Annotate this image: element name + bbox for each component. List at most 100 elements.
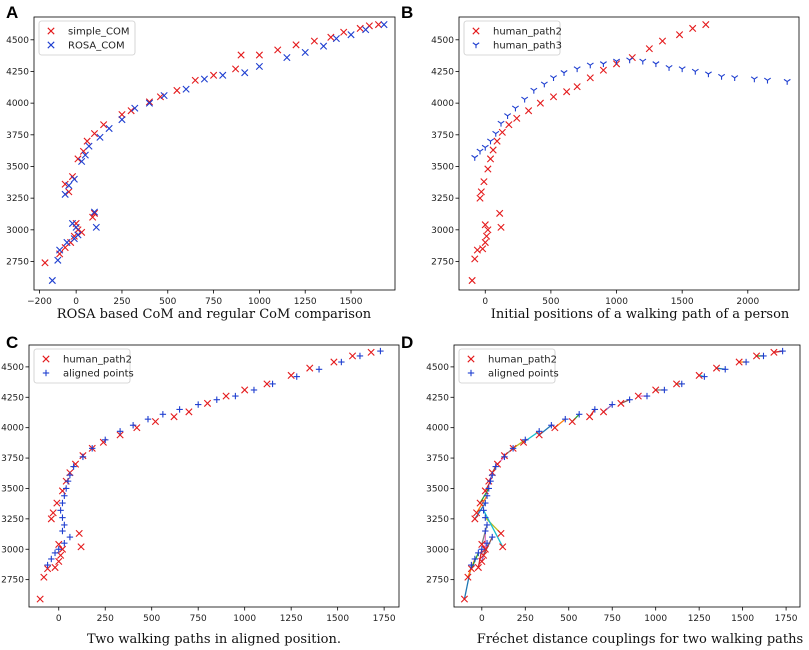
y-tick-label: 2750 xyxy=(431,257,454,267)
data-point-aligned-points xyxy=(315,366,323,373)
data-point-human-path2 xyxy=(481,221,489,229)
data-point-human-path2 xyxy=(658,37,667,45)
y-tick-label: 3500 xyxy=(431,162,454,172)
data-point-human-path2 xyxy=(263,380,271,388)
plot-area xyxy=(453,344,801,608)
data-point-aligned-points xyxy=(61,539,68,547)
legend-marker xyxy=(467,369,475,377)
data-point-rosa-com xyxy=(219,71,227,79)
data-point-simple-com xyxy=(231,65,240,73)
data-point-human-path3 xyxy=(471,154,479,161)
data-point-aligned-points xyxy=(61,521,68,529)
data-point-aligned-points xyxy=(44,561,51,569)
y-tick-label: 2750 xyxy=(6,257,29,267)
data-point-rosa-com xyxy=(200,75,209,83)
y-tick-label: 3500 xyxy=(426,484,449,494)
data-point-human-path2 xyxy=(471,255,479,263)
panel-letter: B xyxy=(401,3,413,22)
x-tick-label: 0 xyxy=(56,614,62,624)
data-point-human-path2 xyxy=(116,431,124,439)
x-tick-label: 500 xyxy=(159,297,176,307)
legend-marker xyxy=(467,355,475,363)
coupling-line xyxy=(481,524,488,545)
data-point-aligned-points xyxy=(213,396,220,403)
data-point-aligned-points xyxy=(483,539,491,547)
data-point-human-path2 xyxy=(672,380,681,388)
data-point-aligned-points xyxy=(483,492,491,499)
y-tick-label: 3750 xyxy=(6,131,29,141)
y-tick-label: 4500 xyxy=(1,363,24,373)
data-point-aligned-points xyxy=(129,422,137,429)
legend-marker xyxy=(47,27,55,35)
legend-marker xyxy=(47,41,55,49)
data-point-human-path2 xyxy=(185,408,193,416)
data-point-human-path3 xyxy=(550,75,558,82)
legend-label: ROSA_COM xyxy=(68,41,125,52)
data-point-human-path2 xyxy=(489,146,497,154)
data-point-aligned-points xyxy=(250,386,258,394)
data-point-rosa-com xyxy=(131,104,139,112)
data-point-rosa-com xyxy=(301,48,309,57)
x-tick-label: 0 xyxy=(479,614,485,624)
y-tick-label: 2750 xyxy=(426,576,449,586)
data-point-aligned-points xyxy=(489,471,496,479)
data-point-human-path2 xyxy=(481,545,489,553)
data-point-rosa-com xyxy=(54,256,62,264)
data-point-human-path2 xyxy=(75,529,83,538)
data-point-human-path2 xyxy=(524,107,533,115)
data-point-human-path2 xyxy=(634,392,642,400)
data-point-human-path2 xyxy=(599,408,608,416)
y-tick-label: 3750 xyxy=(431,131,454,141)
data-point-rosa-com xyxy=(182,85,190,93)
x-tick-label: 0 xyxy=(482,297,488,307)
legend-label: human_path2 xyxy=(63,355,132,366)
data-point-human-path2 xyxy=(57,551,65,559)
data-point-human-path2 xyxy=(505,121,513,129)
data-point-aligned-points xyxy=(269,380,276,388)
data-point-human-path2 xyxy=(586,74,594,82)
data-point-human-path2 xyxy=(478,540,486,548)
data-point-aligned-points xyxy=(59,514,66,521)
data-point-human-path2 xyxy=(752,352,761,360)
data-point-rosa-com xyxy=(56,246,64,254)
x-tick-label: 750 xyxy=(205,297,222,307)
data-point-simple-com xyxy=(356,24,364,32)
y-tick-label: 2750 xyxy=(1,576,24,586)
data-point-human-path2 xyxy=(348,352,357,360)
data-point-human-path2 xyxy=(735,358,743,366)
data-point-simple-com xyxy=(173,86,181,95)
data-point-human-path3 xyxy=(652,61,660,68)
data-point-human-path2 xyxy=(497,223,505,231)
data-point-human-path2 xyxy=(367,348,375,356)
data-point-aligned-points xyxy=(701,373,708,380)
x-tick-label: 500 xyxy=(542,297,559,307)
legend-label: human_path2 xyxy=(488,355,557,366)
data-point-aligned-points xyxy=(356,352,364,360)
x-tick-label: 1250 xyxy=(294,297,317,307)
y-tick-label: 3750 xyxy=(1,454,24,464)
data-point-human-path3 xyxy=(639,58,647,65)
data-point-aligned-points xyxy=(144,415,152,423)
y-tick-label: 3250 xyxy=(431,194,454,204)
data-point-human-path3 xyxy=(521,96,529,103)
data-point-human-path2 xyxy=(287,371,295,379)
data-point-human-path2 xyxy=(568,418,576,426)
data-point-aligned-points xyxy=(377,347,384,355)
legend-marker xyxy=(472,27,480,35)
data-point-human-path3 xyxy=(718,73,726,80)
data-point-human-path2 xyxy=(702,21,710,29)
x-tick-label: 1500 xyxy=(731,614,754,624)
panel-c: 0 250 500 750 1000 1250 1500 1750 2750 3000 3250 35… xyxy=(1,333,400,647)
legend: human_path2 human_path3 xyxy=(463,20,562,56)
data-point-human-path2 xyxy=(486,155,495,163)
data-point-aligned-points xyxy=(51,549,59,557)
data-point-human-path3 xyxy=(573,66,581,73)
coupling-line xyxy=(474,502,486,520)
data-point-aligned-points xyxy=(232,392,239,400)
data-point-human-path2 xyxy=(482,232,491,240)
y-tick-label: 4500 xyxy=(426,363,449,373)
data-point-human-path2 xyxy=(55,540,63,548)
data-point-simple-com xyxy=(65,188,73,196)
data-point-human-path2 xyxy=(47,515,55,523)
data-point-human-path2 xyxy=(689,24,697,32)
